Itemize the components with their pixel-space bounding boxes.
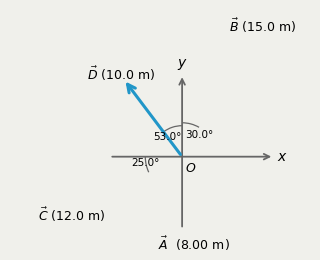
Text: $\vec{D}$ (10.0 m): $\vec{D}$ (10.0 m) bbox=[87, 64, 155, 83]
Text: $\vec{B}$ (15.0 m): $\vec{B}$ (15.0 m) bbox=[229, 17, 296, 35]
Text: 25.0°: 25.0° bbox=[131, 158, 159, 168]
Text: 30.0°: 30.0° bbox=[185, 130, 214, 140]
Text: $y$: $y$ bbox=[177, 57, 188, 73]
Text: $O$: $O$ bbox=[186, 162, 197, 175]
Text: $x$: $x$ bbox=[277, 150, 288, 164]
Text: $\vec{A}$  (8.00 m): $\vec{A}$ (8.00 m) bbox=[158, 235, 230, 253]
Text: 53.0°: 53.0° bbox=[153, 132, 182, 142]
Text: $\vec{C}$ (12.0 m): $\vec{C}$ (12.0 m) bbox=[38, 205, 106, 224]
